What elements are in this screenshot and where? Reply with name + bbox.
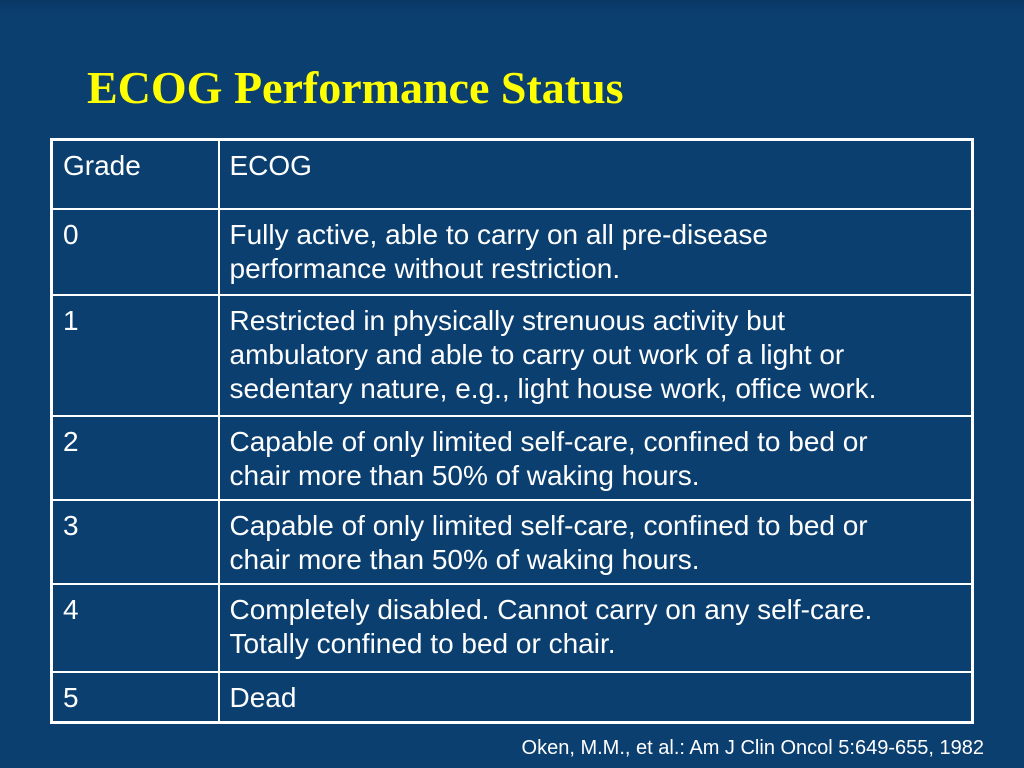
description-cell: Completely disabled. Cannot carry on any… [217, 582, 974, 673]
description-cell: Fully active, able to carry on all pre-d… [217, 207, 974, 296]
header-cell-grade: Grade [50, 138, 220, 210]
grade-cell: 4 [50, 582, 220, 673]
grade-cell: 5 [50, 670, 220, 723]
grade-cell: 3 [50, 498, 220, 585]
slide-title: ECOG Performance Status [87, 62, 624, 113]
grade-cell: 0 [50, 207, 220, 296]
table-row: 0 Fully active, able to carry on all pre… [50, 207, 974, 296]
description-cell: Restricted in physically strenuous activ… [217, 293, 974, 417]
table-row: 2 Capable of only limited self-care, con… [50, 414, 974, 501]
table-header-row: Grade ECOG [50, 138, 974, 210]
grade-cell: 2 [50, 414, 220, 501]
description-cell: Capable of only limited self-care, confi… [217, 498, 974, 585]
citation-text: Oken, M.M., et al.: Am J Clin Oncol 5:64… [521, 737, 984, 759]
table-row: 3 Capable of only limited self-care, con… [50, 498, 974, 585]
description-cell: Capable of only limited self-care, confi… [217, 414, 974, 501]
description-cell: Dead [217, 670, 974, 723]
ecog-table: Grade ECOG 0 Fully active, able to carry… [50, 138, 974, 724]
table-row: 5 Dead [50, 670, 974, 723]
table-row: 1 Restricted in physically strenuous act… [50, 293, 974, 417]
grade-cell: 1 [50, 293, 220, 417]
header-cell-ecog: ECOG [217, 138, 974, 210]
table-row: 4 Completely disabled. Cannot carry on a… [50, 582, 974, 673]
